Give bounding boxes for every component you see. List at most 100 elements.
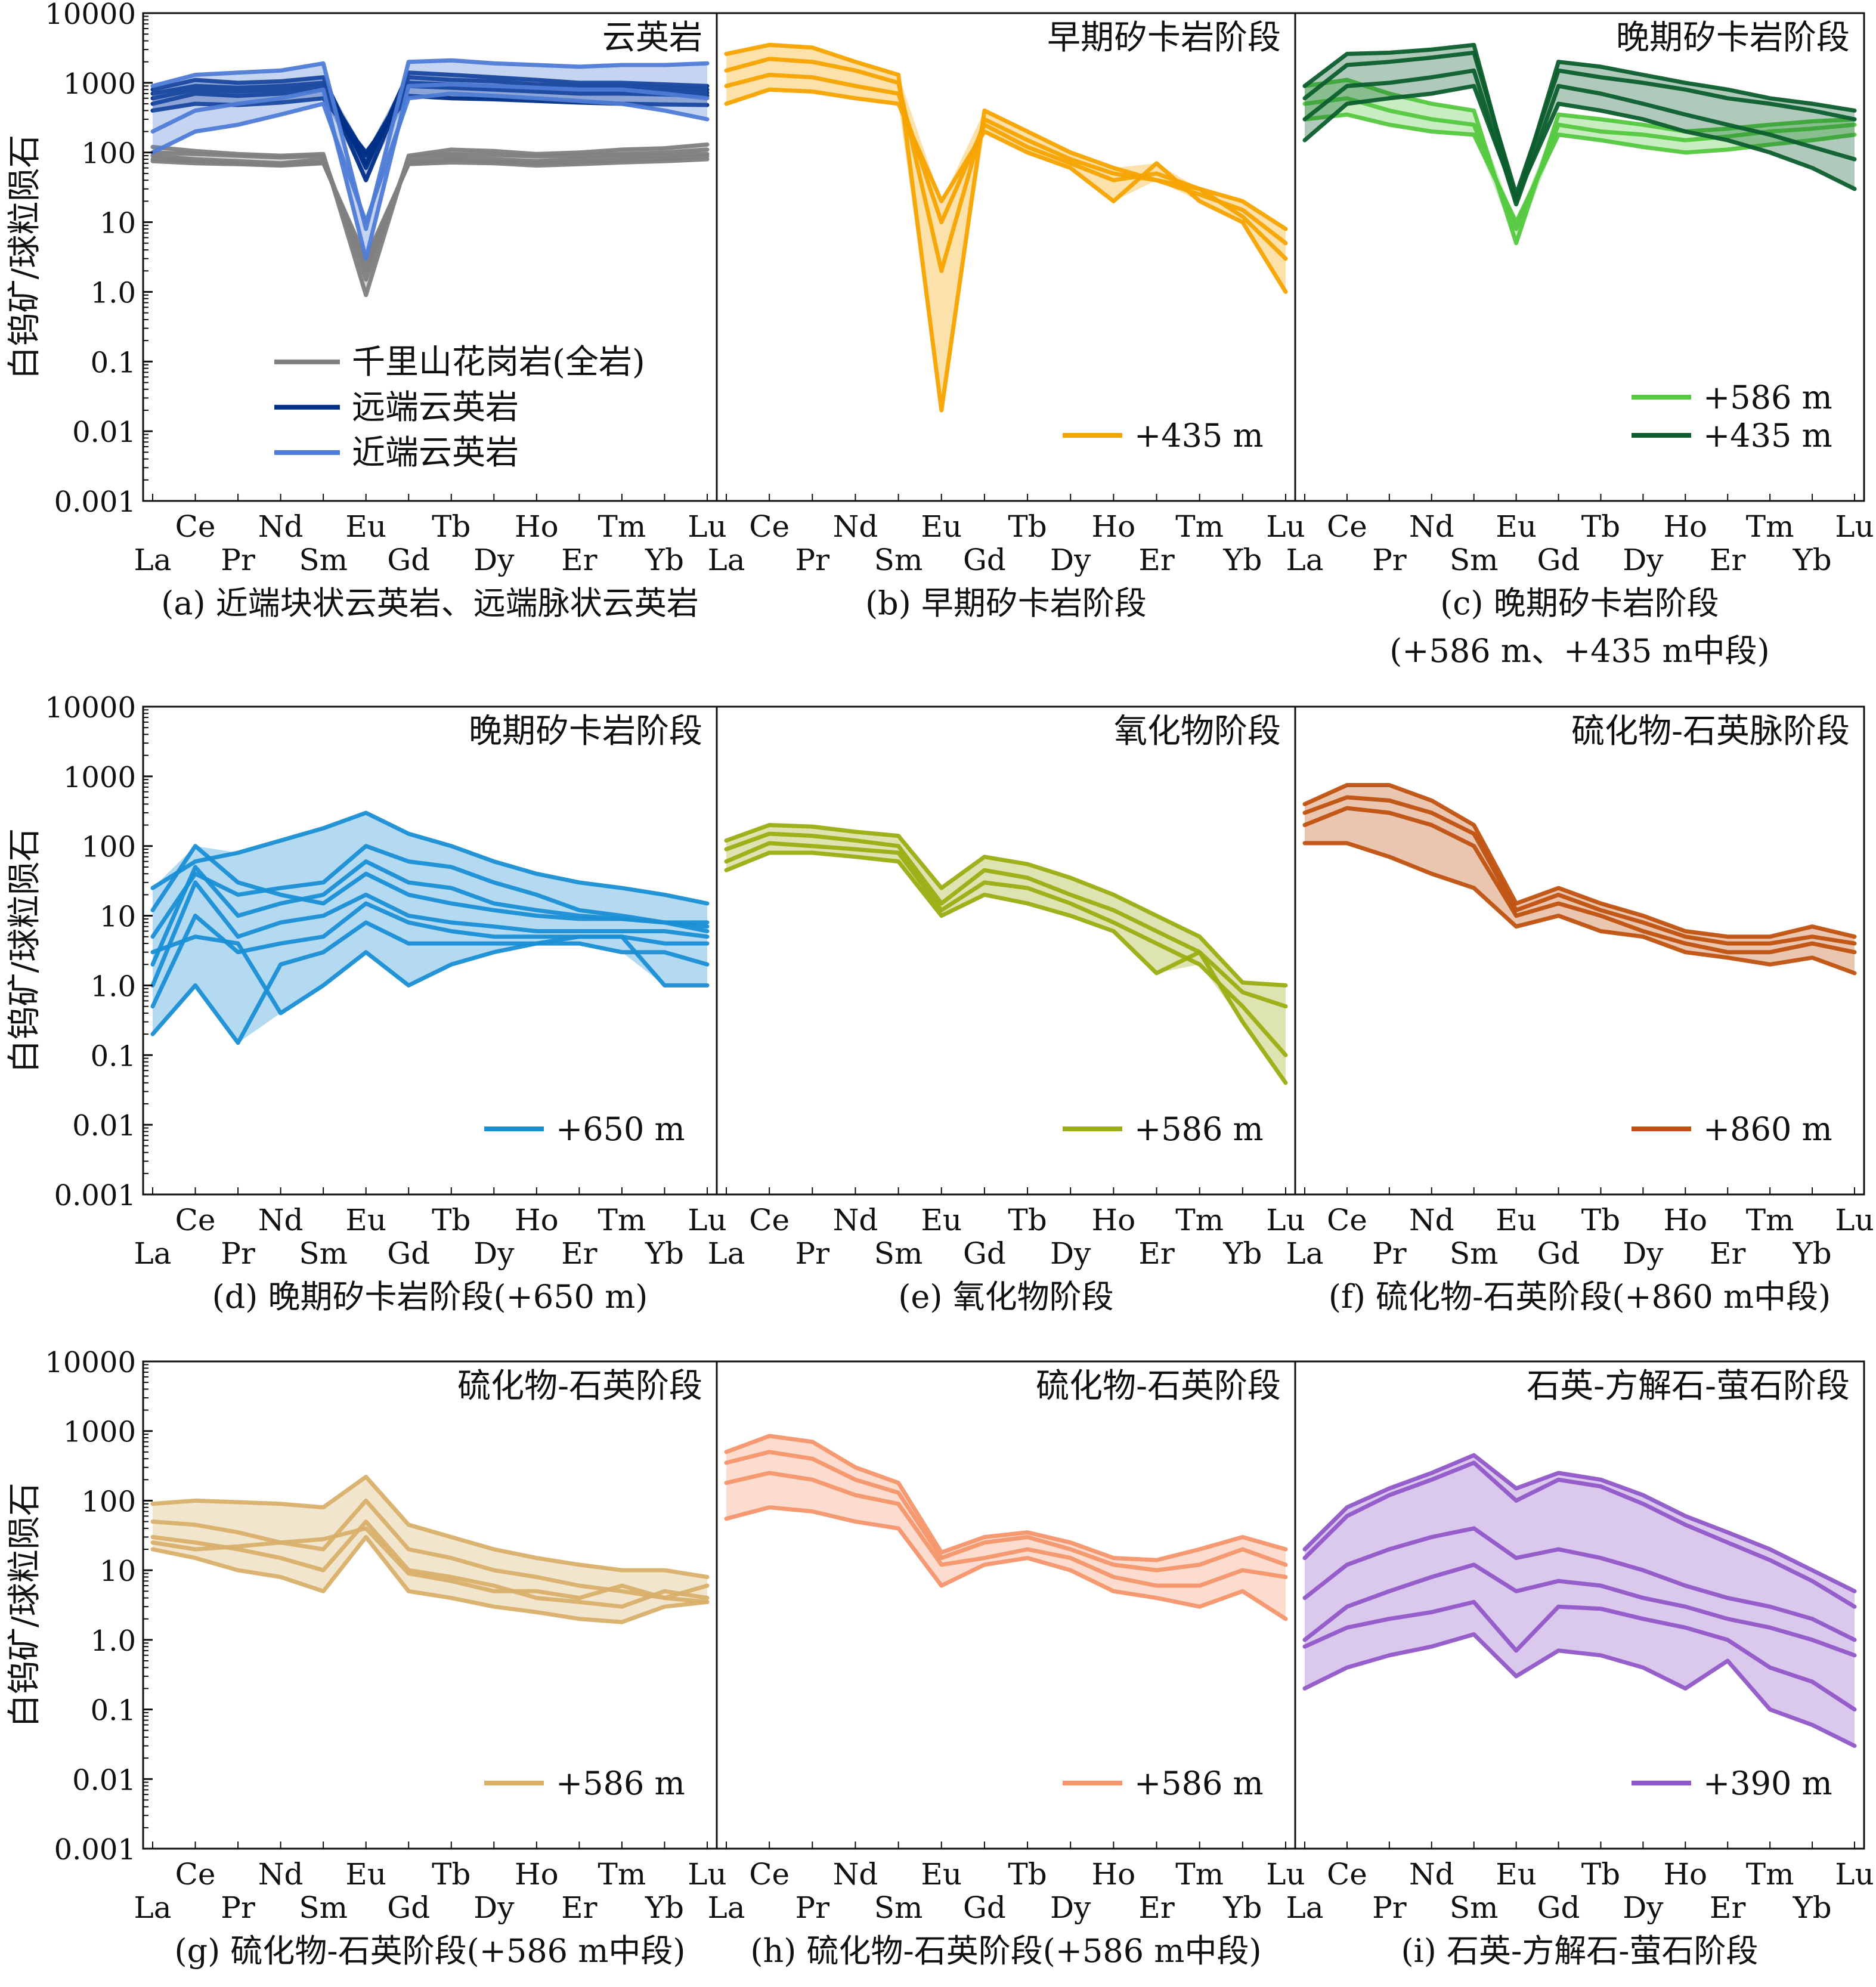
data-line — [724, 841, 1288, 1057]
plot-area — [150, 58, 710, 298]
legend-label: +650 m — [556, 1110, 685, 1148]
plot-area — [724, 823, 1288, 1085]
x-tick-label-upper: Tb — [432, 1203, 470, 1237]
x-tick-label-lower: Pr — [1372, 1890, 1407, 1925]
x-tick-label-upper: Lu — [688, 1203, 726, 1237]
data-line — [150, 1535, 710, 1624]
x-tick-label-lower: Dy — [1050, 1890, 1091, 1925]
x-tick-label-upper: Lu — [688, 1857, 726, 1892]
legend-label: +435 m — [1703, 417, 1832, 454]
panel-title: 云英岩 — [602, 18, 702, 57]
x-tick-label-upper: Ho — [515, 509, 559, 544]
legend-label: +435 m — [1134, 417, 1264, 454]
x-tick-label-upper: Ho — [1092, 1857, 1136, 1892]
x-tick-label-lower: Pr — [221, 1236, 255, 1271]
panel-title: 晚期矽卡岩阶段 — [469, 712, 702, 751]
x-tick-label-lower: Pr — [1372, 1236, 1407, 1271]
panel-title: 氧化物阶段 — [1114, 712, 1281, 751]
data-line — [150, 154, 710, 267]
data-line — [1302, 1632, 1857, 1748]
x-tick-label-upper: Eu — [921, 509, 962, 544]
data-line — [1302, 795, 1857, 946]
x-tick-label-lower: Dy — [473, 543, 515, 577]
y-axis-label: 白钨矿/球粒陨石 — [5, 135, 44, 380]
data-line — [150, 1498, 710, 1601]
data-line — [150, 147, 710, 282]
x-tick-label-lower: Pr — [221, 1890, 255, 1925]
x-tick-label-lower: Dy — [1623, 543, 1664, 577]
x-tick-label-upper: Nd — [833, 1857, 878, 1892]
x-tick-label-upper: Tb — [1008, 1203, 1047, 1237]
y-tick-label: 1.0 — [91, 970, 136, 1003]
x-tick-label-upper: Tb — [1581, 1857, 1620, 1892]
data-line — [1302, 50, 1857, 197]
plot-area — [1302, 1453, 1857, 1748]
x-tick-label-upper: Nd — [258, 1203, 304, 1237]
legend-label: +860 m — [1703, 1110, 1832, 1148]
legend-label: +586 m — [1703, 379, 1832, 416]
series-1 — [150, 810, 710, 1045]
x-tick-label-lower: Gd — [963, 1236, 1006, 1271]
y-tick-label: 1.0 — [91, 276, 136, 309]
x-tick-label-upper: Tm — [1746, 509, 1794, 544]
plot-area — [1302, 42, 1857, 246]
panel-caption: (d) 晚期矽卡岩阶段(+650 m) — [212, 1278, 648, 1316]
y-tick-label: 10 — [100, 207, 136, 240]
data-line — [1302, 806, 1857, 955]
x-tick-label-lower: Yb — [1793, 1236, 1832, 1271]
x-tick-label-lower: Sm — [299, 1890, 348, 1925]
data-line — [150, 810, 710, 906]
series-1 — [724, 823, 1288, 1085]
panel-title: 早期矽卡岩阶段 — [1047, 18, 1281, 57]
legend: +650 m — [484, 1110, 685, 1148]
x-tick-label-lower: Gd — [963, 1890, 1006, 1925]
x-tick-label-lower: Sm — [1450, 1236, 1499, 1271]
x-tick-label-upper: Tm — [1175, 509, 1224, 544]
legend: +586 m+435 m — [1632, 379, 1832, 454]
x-tick-label-lower: Yb — [1222, 1236, 1262, 1271]
x-tick-label-lower: Er — [1138, 1236, 1174, 1271]
x-tick-label-upper: Eu — [1496, 509, 1537, 544]
x-tick-label-lower: La — [134, 1890, 171, 1925]
panel-title: 石英-方解石-萤石阶段 — [1527, 1367, 1850, 1406]
x-tick-label-lower: Gd — [1537, 1890, 1580, 1925]
x-tick-label-upper: Ho — [1092, 509, 1136, 544]
x-tick-label-lower: Er — [1138, 1890, 1174, 1925]
panel-c: Ce Nd Eu Tb Ho Tm Lu La Pr Sm Gd Dy Er Yb 晚期矽卡岩阶段 (c) 晚… — [1286, 12, 1874, 670]
data-line — [724, 42, 1288, 413]
y-tick-label: 0.001 — [54, 1833, 136, 1867]
x-tick-label-lower: Sm — [1450, 543, 1499, 577]
x-tick-label-lower: Dy — [473, 1236, 515, 1271]
x-tick-label-upper: Tb — [432, 509, 470, 544]
x-tick-label-upper: Nd — [258, 1857, 304, 1892]
x-tick-label-lower: Sm — [874, 1236, 923, 1271]
series-2 — [1302, 42, 1857, 207]
x-tick-label-lower: La — [134, 1236, 171, 1271]
panel-e: Ce Nd Eu Tb Ho Tm Lu La Pr Sm Gd Dy Er Yb 氧化物阶段 (e) 氧化物… — [707, 705, 1305, 1316]
x-tick-label-upper: Tb — [1008, 509, 1047, 544]
panel-caption: (c) 晚期矽卡岩阶段 — [1440, 584, 1719, 622]
data-line — [150, 157, 710, 261]
data-line — [724, 850, 1288, 1085]
x-tick-label-lower: Er — [1710, 543, 1745, 577]
legend: +435 m — [1063, 417, 1264, 454]
series-envelope — [726, 45, 1286, 411]
data-line — [150, 91, 710, 225]
data-line — [150, 934, 710, 1016]
x-tick-label-upper: Tm — [598, 509, 646, 544]
series-1 — [724, 42, 1288, 413]
x-tick-label-upper: Nd — [1409, 1857, 1454, 1892]
y-tick-label: 0.001 — [54, 1179, 136, 1212]
y-tick-label: 1.0 — [91, 1624, 136, 1658]
series-1 — [724, 1434, 1288, 1621]
panel-title: 硫化物-石英脉阶段 — [1571, 712, 1850, 751]
panel-caption: (g) 硫化物-石英阶段(+586 m中段) — [175, 1932, 686, 1970]
data-line — [150, 1526, 710, 1604]
x-tick-label-lower: La — [1286, 1890, 1323, 1925]
x-tick-label-upper: Lu — [1266, 509, 1305, 544]
y-tick-label: 0.1 — [91, 346, 136, 379]
x-tick-label-upper: Lu — [1266, 1857, 1305, 1892]
panel-caption: (a) 近端块状云英岩、远端脉状云英岩 — [161, 584, 699, 622]
y-tick-label: 10 — [100, 1555, 136, 1588]
